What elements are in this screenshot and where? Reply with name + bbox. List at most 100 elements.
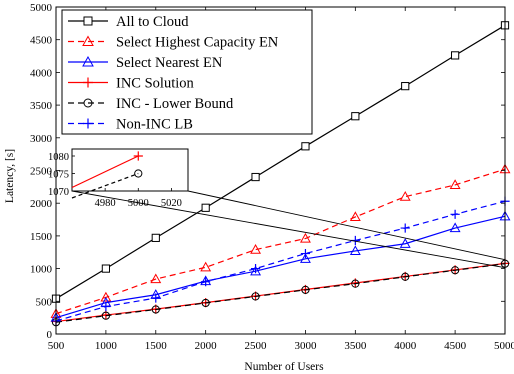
inset-series-0 (71, 151, 143, 189)
data-point (299, 253, 311, 263)
data-point (299, 232, 311, 243)
data-point (399, 191, 411, 201)
y-tick-label: 1500 (30, 231, 53, 243)
legend: All to Cloud Select Highest Capacity EN Se… (61, 9, 313, 135)
legend-entry-2: Select Nearest EN (68, 55, 223, 71)
legend-label: Non-INC LB (116, 117, 193, 133)
legend-marker (82, 55, 94, 67)
legend-entry-0: All to Cloud (68, 14, 189, 30)
legend-label: INC - Lower Bound (116, 96, 234, 112)
series-line (55, 24, 506, 300)
zoom-connector (187, 190, 506, 261)
data-point (200, 261, 212, 272)
y-tick-label: 2000 (30, 198, 53, 210)
data-point (450, 209, 460, 219)
inset-data-point (133, 151, 143, 161)
legend-entry-3: INC Solution (68, 76, 194, 92)
data-point (451, 266, 460, 275)
legend-label: INC Solution (116, 76, 194, 92)
x-tick-label: 3500 (344, 340, 367, 352)
y-tick-label: 5000 (30, 2, 53, 14)
inset-series-line (71, 172, 139, 199)
x-tick-label: 4000 (394, 340, 417, 352)
data-point (451, 51, 460, 60)
series-5 (51, 196, 510, 326)
x-tick-label: 5000 (494, 340, 514, 352)
data-point (449, 222, 461, 233)
data-point (349, 245, 361, 256)
data-point (201, 298, 210, 308)
data-point (400, 223, 410, 233)
data-point (101, 264, 110, 273)
legend-label: Select Highest Capacity EN (116, 35, 279, 51)
y-axis-label: Latency, [s] (4, 149, 16, 203)
legend-marker (83, 16, 93, 26)
inset-y-tick-label: 1075 (48, 170, 69, 181)
x-tick-label: 500 (48, 340, 65, 352)
series-1 (50, 163, 511, 318)
data-point (251, 172, 260, 182)
y-tick-label: 1000 (30, 264, 53, 276)
data-point (301, 285, 310, 294)
inset-y-tick-label: 1070 (48, 187, 69, 198)
data-point (250, 244, 262, 254)
inset-x-tick-label: 4980 (95, 198, 116, 209)
y-tick-label: 2500 (30, 166, 53, 178)
data-point (401, 272, 410, 281)
data-point (300, 248, 311, 259)
series-line (55, 215, 506, 319)
data-point (201, 203, 210, 212)
y-tick-label: 4500 (30, 35, 53, 47)
data-point (150, 273, 162, 284)
y-tick-label: 3000 (30, 133, 53, 145)
series-line (55, 263, 506, 323)
y-tick-label: 500 (36, 296, 53, 308)
x-tick-label: 1500 (145, 340, 168, 352)
legend-entry-4: INC - Lower Bound (68, 96, 234, 112)
data-point (250, 265, 262, 276)
legend-marker (83, 118, 93, 129)
inset-y-tick-label: 1080 (48, 152, 69, 163)
legend-marker (83, 77, 93, 88)
data-point (101, 301, 111, 312)
data-point (201, 277, 211, 287)
legend-marker (83, 98, 93, 108)
data-point (349, 211, 361, 222)
data-point (449, 179, 461, 189)
data-point (351, 112, 360, 121)
inset-data-point (134, 169, 143, 178)
inset-frame (71, 148, 189, 192)
y-tick-label: 4000 (30, 67, 53, 79)
data-point (100, 291, 112, 302)
data-point (251, 292, 260, 301)
x-tick-label: 1000 (95, 340, 118, 352)
legend-label: Select Nearest EN (116, 55, 223, 71)
series-3 (51, 258, 510, 327)
data-point (351, 279, 360, 288)
inset-series-1 (71, 169, 143, 199)
data-point (250, 264, 261, 274)
series-line (55, 200, 506, 322)
inset-x-tick-label: 5000 (128, 198, 149, 209)
legend-entry-5: Non-INC LB (68, 117, 193, 133)
legend-label: All to Cloud (116, 14, 189, 30)
inset-x-tick-label: 5020 (161, 198, 182, 209)
data-point (401, 82, 410, 91)
data-point (151, 293, 161, 303)
zoom-connector (71, 190, 506, 269)
y-tick-label: 0 (47, 329, 53, 341)
legend-box (61, 9, 313, 135)
x-tick-label: 4500 (444, 340, 467, 352)
x-tick-label: 2000 (195, 340, 218, 352)
series-4 (51, 259, 510, 327)
y-tick-label: 3500 (30, 100, 53, 112)
x-tick-label: 2500 (245, 340, 268, 352)
data-point (101, 311, 110, 320)
data-point (151, 233, 160, 242)
inset-zoom: 4980 5000 5020 1070 1075 1080 (48, 148, 506, 269)
data-point (301, 142, 310, 151)
data-point (151, 305, 160, 314)
data-point (399, 238, 411, 248)
x-tick-label: 3000 (294, 340, 317, 352)
